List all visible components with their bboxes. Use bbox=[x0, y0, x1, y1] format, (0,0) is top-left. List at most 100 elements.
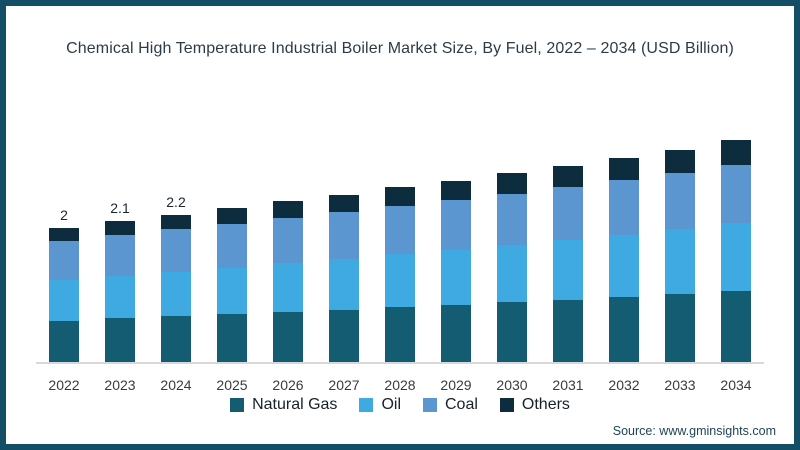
legend-swatch-others bbox=[499, 398, 514, 412]
bar-column-2032 bbox=[596, 48, 652, 362]
bar-segment-coal bbox=[105, 235, 135, 276]
bar-segment-others bbox=[161, 214, 191, 230]
bar-segment-oil bbox=[609, 234, 639, 297]
bar-segment-coal bbox=[665, 173, 695, 230]
bar-segment-coal bbox=[329, 211, 359, 259]
bar-column-2026 bbox=[260, 48, 316, 362]
bar-stack-2029 bbox=[441, 180, 471, 362]
bar-value-label: 2 bbox=[60, 207, 68, 224]
bar-column-2033 bbox=[652, 48, 708, 362]
x-axis-label-2024: 2024 bbox=[160, 377, 192, 393]
bar-stack-2022 bbox=[49, 228, 79, 362]
bar-column-2028 bbox=[372, 48, 428, 362]
bar-stack-2027 bbox=[329, 194, 359, 362]
x-axis-label-2032: 2032 bbox=[608, 377, 640, 393]
bar-segment-oil bbox=[721, 223, 751, 291]
chart-title: Chemical High Temperature Industrial Boi… bbox=[66, 40, 734, 57]
bar-stack-2030 bbox=[497, 173, 527, 362]
bar-segment-oil bbox=[385, 254, 415, 308]
x-axis-label-2030: 2030 bbox=[496, 377, 528, 393]
bar-segment-natural-gas bbox=[105, 318, 135, 362]
bar-value-label: 2.1 bbox=[110, 200, 130, 217]
bar-segment-coal bbox=[609, 180, 639, 235]
bar-segment-oil bbox=[161, 271, 191, 317]
bar-stack-2024 bbox=[161, 214, 191, 362]
bar-segment-natural-gas bbox=[721, 291, 751, 362]
bar-segment-coal bbox=[217, 223, 247, 268]
bar-column-2024: 2.2 bbox=[148, 48, 204, 362]
bar-segment-others bbox=[49, 228, 79, 242]
bar-segment-oil bbox=[441, 249, 471, 306]
bar-segment-coal bbox=[49, 241, 79, 280]
legend-swatch-natural-gas bbox=[230, 398, 245, 412]
bar-segment-coal bbox=[553, 187, 583, 241]
bar-stack-2034 bbox=[721, 140, 751, 362]
x-axis-label-2034: 2034 bbox=[720, 377, 752, 393]
bar-segment-oil bbox=[273, 262, 303, 312]
bar-segment-natural-gas bbox=[665, 294, 695, 362]
x-axis-label-2022: 2022 bbox=[48, 377, 80, 393]
x-axis-label-2025: 2025 bbox=[216, 377, 248, 393]
bar-segment-natural-gas bbox=[217, 314, 247, 362]
bar-segment-others bbox=[721, 140, 751, 166]
legend-item-oil: Oil bbox=[359, 396, 401, 414]
bar-segment-others bbox=[217, 207, 247, 224]
bar-segment-oil bbox=[665, 229, 695, 295]
legend-item-natural-gas: Natural Gas bbox=[230, 396, 337, 414]
bar-segment-others bbox=[329, 194, 359, 212]
bar-segment-natural-gas bbox=[385, 307, 415, 362]
bar-segment-others bbox=[385, 187, 415, 207]
bar-stack-2028 bbox=[385, 187, 415, 362]
bar-segment-oil bbox=[553, 240, 583, 300]
bar-stack-2031 bbox=[553, 165, 583, 362]
bar-segment-others bbox=[497, 173, 527, 194]
bar-segment-natural-gas bbox=[497, 302, 527, 362]
bar-segment-others bbox=[105, 221, 135, 236]
bar-segment-oil bbox=[329, 258, 359, 310]
bar-column-2022: 2 bbox=[36, 48, 92, 362]
legend-label-others: Others bbox=[521, 396, 570, 413]
bar-segment-others bbox=[665, 149, 695, 174]
bar-column-2027 bbox=[316, 48, 372, 362]
bar-segment-natural-gas bbox=[609, 297, 639, 362]
plot-area: 2 2.1 2.2 bbox=[36, 48, 764, 364]
bar-segment-others bbox=[441, 180, 471, 200]
bar-column-2029 bbox=[428, 48, 484, 362]
bar-segment-oil bbox=[497, 244, 527, 303]
x-axis-labels: 2022 2023 2024 2025 2026 2027 2028 2029 2030 2031… bbox=[36, 377, 764, 393]
bar-segment-natural-gas bbox=[273, 311, 303, 362]
legend-swatch-oil bbox=[359, 398, 374, 412]
bar-segment-natural-gas bbox=[49, 320, 79, 362]
bar-column-2025 bbox=[204, 48, 260, 362]
bar-value-label: 2.2 bbox=[166, 193, 186, 210]
bar-stack-2023 bbox=[105, 221, 135, 362]
bar-segment-natural-gas bbox=[329, 309, 359, 362]
bar-stack-2025 bbox=[217, 207, 247, 362]
bar-segment-coal bbox=[385, 206, 415, 255]
bar-segment-coal bbox=[441, 199, 471, 250]
legend: Natural Gas Oil Coal Others bbox=[6, 396, 794, 414]
bar-column-2034 bbox=[708, 48, 764, 362]
legend-label-coal: Coal bbox=[445, 396, 478, 413]
legend-label-oil: Oil bbox=[381, 396, 401, 413]
x-axis-label-2027: 2027 bbox=[328, 377, 360, 393]
bar-stack-2026 bbox=[273, 201, 303, 362]
source-text: Source: www.gminsights.com bbox=[612, 424, 776, 438]
legend-swatch-coal bbox=[423, 398, 437, 412]
x-axis-label-2033: 2033 bbox=[664, 377, 696, 393]
x-axis-label-2029: 2029 bbox=[440, 377, 472, 393]
bar-segment-natural-gas bbox=[161, 316, 191, 362]
legend-item-coal: Coal bbox=[423, 396, 478, 414]
bar-segment-oil bbox=[217, 267, 247, 315]
bar-column-2031 bbox=[540, 48, 596, 362]
x-axis-label-2023: 2023 bbox=[104, 377, 136, 393]
bar-column-2023: 2.1 bbox=[92, 48, 148, 362]
bar-segment-oil bbox=[105, 275, 135, 319]
x-axis-label-2028: 2028 bbox=[384, 377, 416, 393]
bar-segment-oil bbox=[49, 279, 79, 321]
bar-segment-coal bbox=[273, 217, 303, 263]
bar-segment-others bbox=[553, 165, 583, 188]
legend-item-others: Others bbox=[499, 396, 570, 414]
bar-segment-coal bbox=[721, 165, 751, 224]
